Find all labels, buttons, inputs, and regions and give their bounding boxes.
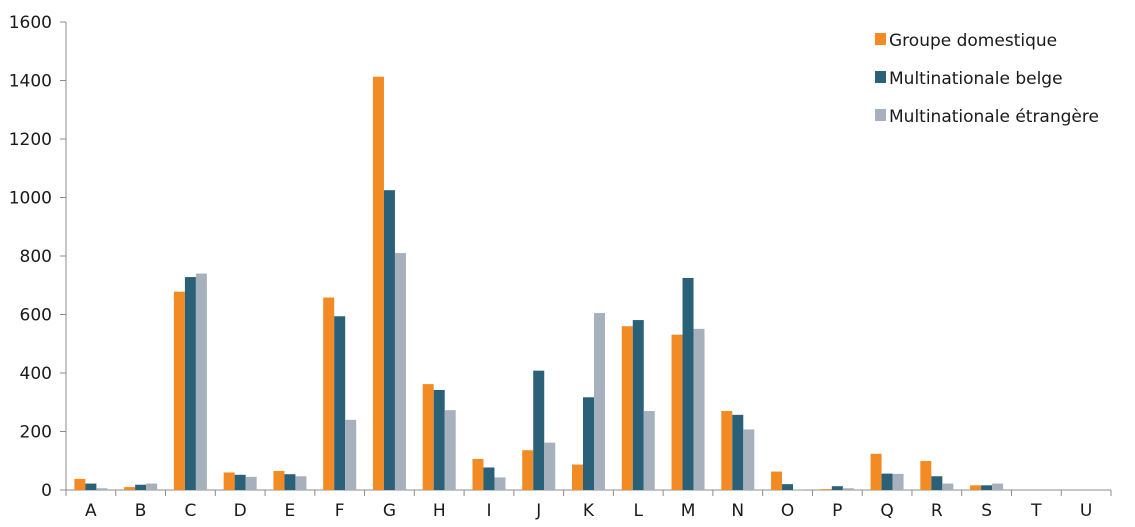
bar-Q-series-2 (881, 473, 893, 490)
bar-R-series-3 (942, 483, 954, 490)
bar-E-series-2 (284, 474, 296, 490)
x-tick-label: F (335, 501, 345, 521)
bar-P-series-1 (820, 489, 832, 490)
x-tick-label: Q (880, 501, 893, 521)
bar-E-series-1 (273, 470, 285, 490)
bar-H-series-3 (444, 410, 456, 490)
bar-N-series-3 (743, 429, 755, 490)
bar-P-series-3 (842, 488, 854, 490)
bar-D-series-3 (245, 476, 257, 490)
x-tick-label: M (681, 501, 696, 521)
bar-L-series-1 (621, 326, 633, 490)
x-tick-label: I (486, 501, 491, 521)
y-tick-label: 1200 (9, 130, 52, 150)
bar-G-series-2 (383, 190, 395, 490)
x-tick-label: S (981, 501, 992, 521)
legend-swatch (875, 109, 886, 121)
bar-N-series-2 (732, 414, 744, 490)
x-tick-label: P (832, 501, 842, 521)
bar-H-series-1 (422, 384, 434, 490)
bar-F-series-3 (345, 419, 357, 490)
x-tick-label: U (1080, 501, 1092, 521)
bar-G-series-3 (394, 253, 406, 490)
bar-M-series-1 (671, 334, 683, 490)
bar-B-series-3 (146, 483, 158, 490)
x-tick-label: H (433, 501, 446, 521)
bar-Q-series-3 (892, 473, 904, 490)
x-tick-label: T (1030, 501, 1042, 521)
bars (74, 76, 1004, 490)
legend: Groupe domestique Multinationale belge Mul… (875, 31, 1099, 127)
legend-label: Multinationale belge (889, 69, 1063, 89)
bar-A-series-1 (74, 478, 86, 490)
x-tick-label: O (781, 501, 794, 521)
legend-label: Multinationale étrangère (889, 107, 1099, 127)
bar-A-series-3 (96, 488, 108, 490)
bar-H-series-2 (433, 389, 445, 490)
bar-K-series-3 (594, 313, 605, 490)
bar-I-series-1 (472, 458, 484, 490)
bar-Q-series-1 (870, 453, 882, 490)
x-tick-label: E (285, 501, 296, 521)
bar-K-series-1 (572, 464, 583, 490)
bar-S-series-3 (992, 483, 1004, 490)
y-tick-label: 800 (20, 247, 52, 267)
x-tick-label: L (634, 501, 644, 521)
bar-D-series-1 (223, 472, 235, 490)
legend-swatch (875, 33, 886, 45)
bar-F-series-1 (323, 297, 335, 490)
bar-C-series-3 (195, 273, 207, 490)
bar-R-series-2 (931, 476, 943, 490)
y-tick-label: 1000 (9, 189, 52, 209)
bar-L-series-3 (643, 411, 655, 490)
bar-J-series-2 (533, 370, 545, 490)
y-tick-label: 0 (41, 481, 52, 501)
bar-G-series-1 (372, 76, 384, 490)
bar-M-series-3 (693, 328, 705, 490)
x-tick-label: J (535, 501, 541, 521)
y-tick-label: 400 (20, 364, 52, 384)
y-tick-label: 600 (20, 306, 52, 326)
x-tick-label: B (135, 501, 147, 521)
bar-S-series-1 (970, 485, 982, 490)
bar-R-series-1 (920, 461, 932, 490)
x-tick-label: R (931, 501, 943, 521)
x-tick-label: N (731, 501, 744, 521)
bar-B-series-2 (135, 484, 147, 490)
bar-O-series-1 (771, 471, 783, 490)
x-tick-label: A (85, 501, 97, 521)
y-axis: 0 200 400 600 800 1000 1200 1400 1600 (9, 13, 67, 501)
y-tick-label: 1400 (9, 72, 52, 92)
y-tick-label: 1600 (9, 13, 52, 33)
x-tick-label: D (234, 501, 247, 521)
bar-A-series-2 (85, 483, 97, 490)
y-tick-label: 200 (20, 423, 52, 443)
bar-J-series-1 (522, 450, 534, 490)
bar-S-series-2 (981, 485, 993, 490)
bar-K-series-2 (583, 397, 594, 490)
bar-B-series-1 (124, 487, 136, 490)
bar-E-series-3 (295, 476, 307, 490)
x-tick-label: C (184, 501, 196, 521)
bar-M-series-2 (682, 277, 694, 490)
bar-I-series-2 (483, 467, 495, 490)
bar-C-series-2 (184, 277, 196, 490)
bar-J-series-3 (544, 442, 556, 490)
x-axis: A B C D E F G H I J K L M N O P Q R S T U (65, 489, 1112, 521)
bar-O-series-3 (793, 489, 805, 490)
x-tick-label: K (583, 501, 595, 521)
bar-N-series-1 (721, 411, 733, 490)
bar-P-series-2 (831, 486, 843, 490)
legend-label: Groupe domestique (889, 31, 1057, 51)
bar-F-series-2 (334, 316, 346, 490)
bar-C-series-1 (173, 291, 185, 490)
bar-O-series-2 (782, 484, 794, 490)
bar-D-series-2 (234, 474, 246, 490)
bar-L-series-2 (632, 320, 644, 490)
legend-swatch (875, 71, 886, 83)
bar-I-series-3 (494, 477, 506, 490)
x-tick-label: G (383, 501, 396, 521)
